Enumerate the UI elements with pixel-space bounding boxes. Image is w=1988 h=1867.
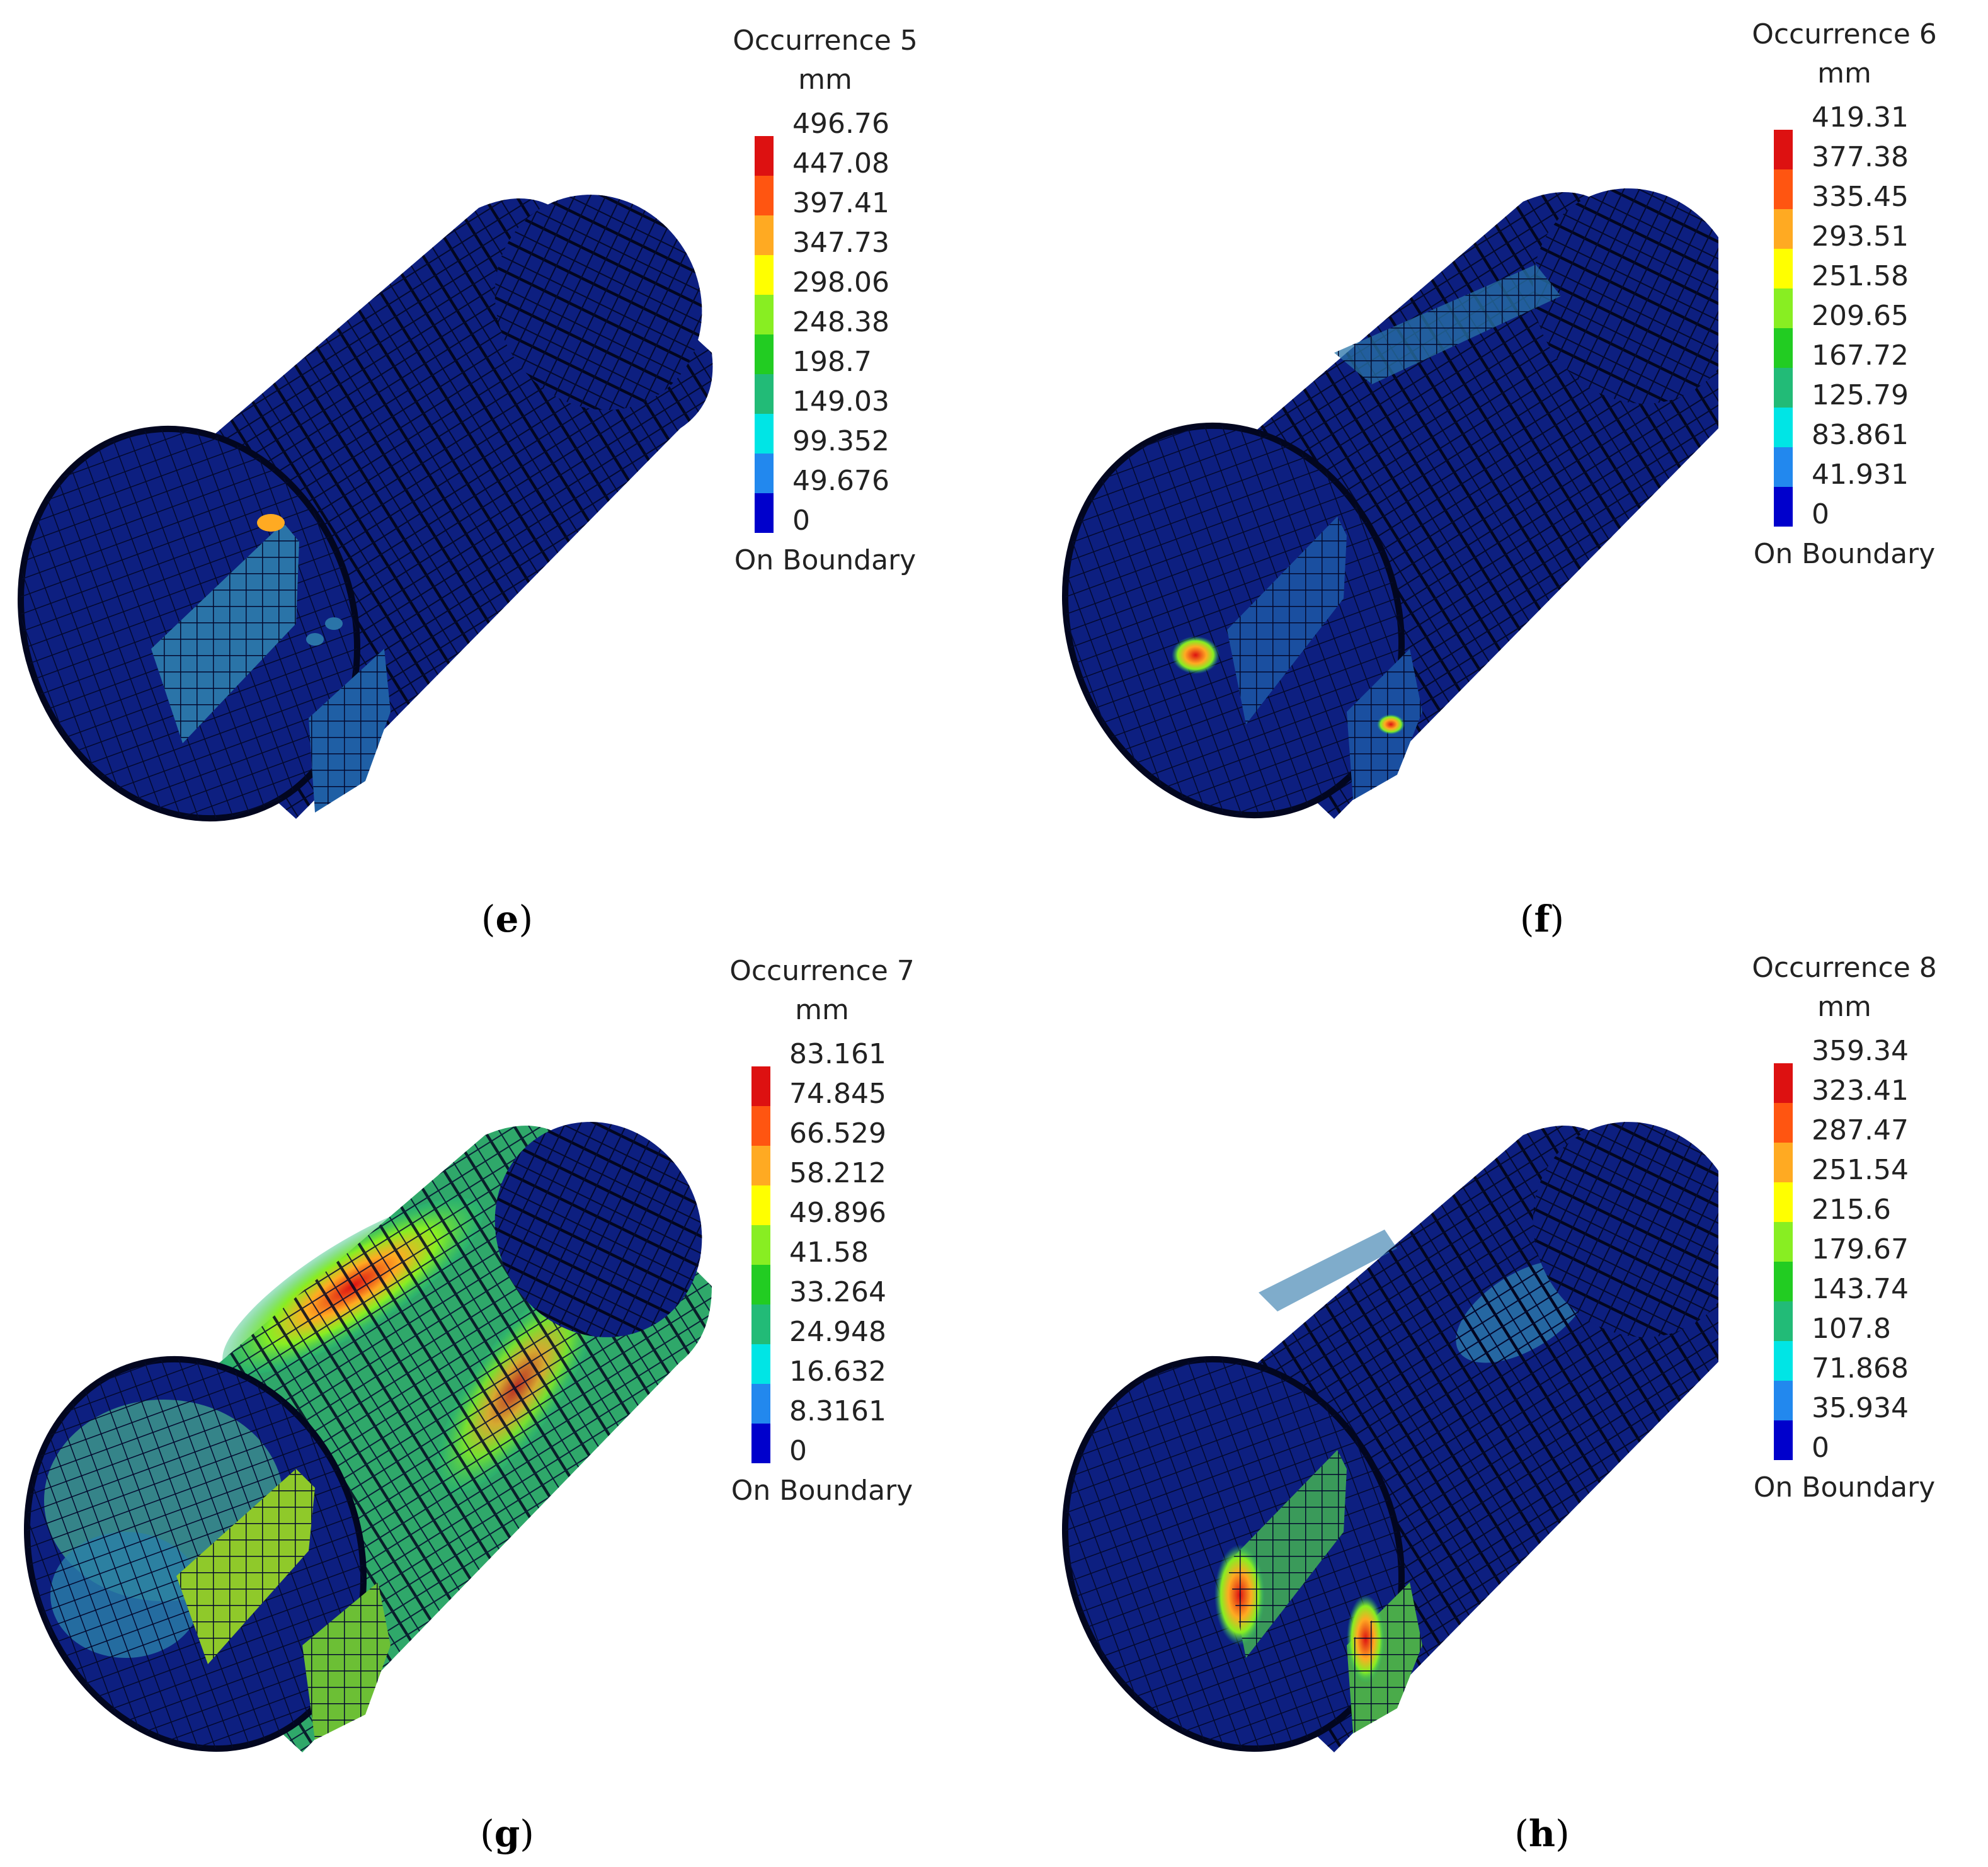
legend-value: 323.41 [1812, 1075, 1909, 1107]
legend-value: 49.896 [789, 1197, 886, 1229]
legend-value: 33.264 [789, 1276, 886, 1308]
color-scale-bar [1774, 1063, 1793, 1460]
legend-value: 24.948 [789, 1316, 886, 1348]
legend-value: 347.73 [792, 227, 889, 259]
legend-value: 287.47 [1812, 1114, 1909, 1146]
color-scale-bar [751, 1066, 770, 1463]
legend-value: 447.08 [792, 147, 889, 180]
legend-value: 66.529 [789, 1117, 886, 1150]
cylinder-model-e [17, 195, 713, 822]
legend-h: Occurrence 8 mm 359.34 323.41 287.47 251… [1737, 952, 1951, 1519]
legend-value: 149.03 [792, 385, 889, 418]
legend-f: Occurrence 6 mm 419.31 377.38 335.45 293… [1737, 19, 1951, 586]
legend-value: 496.76 [792, 108, 889, 140]
legend-value: 251.58 [1812, 260, 1909, 292]
legend-footer: On Boundary [731, 1475, 913, 1507]
legend-value: 179.67 [1812, 1233, 1909, 1265]
legend-footer: On Boundary [1753, 538, 1936, 570]
color-scale-bar [755, 136, 774, 533]
legend-value: 335.45 [1812, 181, 1909, 213]
legend-footer: On Boundary [1753, 1471, 1936, 1504]
legend-value: 419.31 [1812, 101, 1909, 134]
legend-unit: mm [1817, 991, 1871, 1023]
legend-unit: mm [795, 994, 849, 1026]
legend-value: 49.676 [792, 465, 889, 497]
legend-value: 16.632 [789, 1356, 886, 1388]
legend-value: 293.51 [1812, 220, 1909, 253]
legend-value: 83.861 [1812, 419, 1909, 451]
caption-e: (e) [481, 898, 534, 940]
legend-value: 397.41 [792, 187, 889, 219]
legend-value: 209.65 [1812, 300, 1909, 332]
cylinder-model-g [23, 1122, 712, 1752]
legend-value: 41.931 [1812, 459, 1909, 491]
legend-value: 8.3161 [789, 1395, 886, 1427]
legend-value: 74.845 [789, 1078, 886, 1110]
legend-value: 167.72 [1812, 340, 1909, 372]
color-scale-bar [1774, 130, 1793, 527]
panel-e: Occurrence 5 mm 496.76 447.08 397.41 347… [0, 0, 994, 940]
legend-value: 58.212 [789, 1157, 886, 1189]
legend-value: 215.6 [1812, 1194, 1891, 1226]
panel-f: Occurrence 6 mm 419.31 377.38 335.45 293… [994, 0, 1988, 940]
legend-value: 0 [792, 505, 810, 537]
legend-value: 0 [1812, 1432, 1829, 1464]
legend-value: 251.54 [1812, 1154, 1909, 1186]
caption-h: (h) [1514, 1812, 1570, 1855]
legend-title: Occurrence 8 [1752, 952, 1937, 984]
legend-value: 0 [789, 1435, 807, 1467]
legend-value: 41.58 [789, 1236, 869, 1269]
legend-value: 35.934 [1812, 1392, 1909, 1424]
legend-value: 198.7 [792, 346, 872, 378]
legend-value: 107.8 [1812, 1313, 1891, 1345]
legend-value: 248.38 [792, 306, 889, 338]
cylinder-model-f [1061, 188, 1718, 819]
panel-g: Occurrence 7 mm 83.161 74.845 66.529 58.… [0, 934, 994, 1867]
cylinder-model-h [1061, 1122, 1718, 1752]
legend-value: 298.06 [792, 266, 889, 299]
legend-value: 99.352 [792, 425, 889, 457]
legend-title: Occurrence 5 [733, 25, 918, 57]
legend-e: Occurrence 5 mm 496.76 447.08 397.41 347… [718, 25, 932, 592]
legend-title: Occurrence 6 [1752, 18, 1937, 50]
legend-value: 71.868 [1812, 1352, 1909, 1385]
legend-value: 143.74 [1812, 1273, 1909, 1305]
caption-g: (g) [480, 1812, 534, 1855]
legend-unit: mm [1817, 57, 1871, 89]
legend-g: Occurrence 7 mm 83.161 74.845 66.529 58.… [715, 956, 929, 1522]
legend-title: Occurrence 7 [729, 955, 915, 987]
legend-footer: On Boundary [734, 544, 917, 576]
legend-value: 83.161 [789, 1038, 886, 1070]
legend-value: 125.79 [1812, 379, 1909, 411]
panel-h: Occurrence 8 mm 359.34 323.41 287.47 251… [994, 934, 1988, 1867]
legend-value: 359.34 [1812, 1035, 1909, 1067]
legend-value: 377.38 [1812, 141, 1909, 173]
legend-value: 0 [1812, 498, 1829, 530]
legend-unit: mm [798, 64, 852, 96]
caption-f: (f) [1519, 898, 1565, 940]
